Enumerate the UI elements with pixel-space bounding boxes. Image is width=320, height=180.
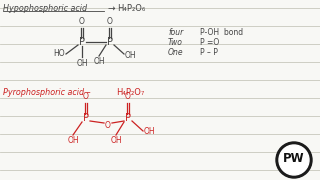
Text: P: P <box>125 113 131 123</box>
Text: O: O <box>105 120 111 129</box>
Text: P – P: P – P <box>200 48 218 57</box>
Text: One: One <box>168 48 184 57</box>
Text: Two: Two <box>168 38 183 47</box>
Text: OH: OH <box>67 136 79 145</box>
Circle shape <box>279 145 309 175</box>
Text: OH: OH <box>144 127 156 136</box>
Text: P: P <box>107 37 113 47</box>
Text: →: → <box>108 4 116 13</box>
Text: OH: OH <box>93 57 105 66</box>
Text: O: O <box>125 92 131 101</box>
Text: O: O <box>107 17 113 26</box>
Text: O: O <box>79 17 85 26</box>
Text: P-OH  bond: P-OH bond <box>200 28 243 37</box>
Circle shape <box>276 142 312 178</box>
Text: P: P <box>79 37 85 47</box>
Text: OH: OH <box>125 51 137 60</box>
Text: H₄P₂O₇: H₄P₂O₇ <box>116 88 144 97</box>
Text: Hypophosphoric acid: Hypophosphoric acid <box>3 4 87 13</box>
Text: H₄P₂O₆: H₄P₂O₆ <box>117 4 145 13</box>
Text: OH: OH <box>110 136 122 145</box>
Text: PW: PW <box>283 152 305 165</box>
Text: OH: OH <box>76 59 88 68</box>
Text: P =O: P =O <box>200 38 219 47</box>
Text: Pyrophosphoric acid –: Pyrophosphoric acid – <box>3 88 91 97</box>
Text: P: P <box>83 113 89 123</box>
Text: HO: HO <box>53 48 65 57</box>
Text: O: O <box>83 92 89 101</box>
Text: four: four <box>168 28 183 37</box>
